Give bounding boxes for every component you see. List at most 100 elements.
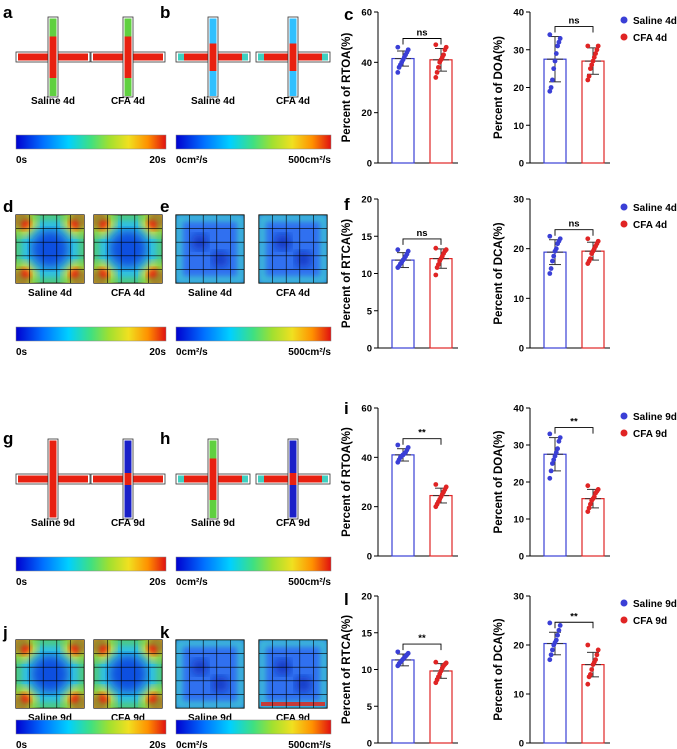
condition-label: Saline 4d [188,288,232,299]
edge-band [259,215,327,283]
y-tick-label: 40 [361,453,372,464]
data-point [550,647,555,653]
edge-band [16,640,84,708]
colorbar-max-label: 500cm²/s [288,347,331,358]
cold-center [30,654,70,694]
colorbar-min-label: 0cm²/s [176,155,208,166]
condition-label: CFA 9d [111,713,145,724]
data-point [589,62,595,68]
data-point [589,667,595,672]
y-tick-label: 20 [361,592,372,603]
data-point [556,39,562,45]
colorbar-max-label: 500cm²/s [288,577,331,588]
data-point [547,233,553,239]
y-tick-label: 30 [513,45,524,56]
panel-letter: f [344,195,350,214]
field-blobs [176,215,244,283]
y-axis-label: Percent of DCA(%) [493,618,505,720]
y-tick-label: 60 [361,8,372,19]
data-point [547,620,553,626]
colorbar-max-label: 20s [149,155,166,166]
data-point [585,77,591,83]
bar [429,258,453,349]
significance-bracket [402,38,442,45]
data-point [395,649,401,655]
panel-k: k Saline 9d CFA 9d 0cm²/s 500cm²/s [160,623,331,749]
data-point [593,657,598,663]
y-tick-label: 0 [519,344,524,355]
colorbar [15,719,167,735]
field-background [258,214,328,284]
data-point [405,445,411,450]
y-tick-label: 30 [513,592,524,603]
arm-end-cool [178,475,184,483]
legend-label: CFA 9d [633,616,667,627]
condition-label: CFA 4d [276,288,310,299]
condition-label: CFA 9d [276,518,310,529]
data-point [395,44,401,50]
panel-letter: d [3,197,13,216]
panel-d: d Saline 4d CFA 4d 0s 20s [3,197,167,358]
chart-l-left: l 0 5 10 15 20 Percent of RTCA(%) ** [341,590,458,749]
legend-marker [620,616,628,624]
colorbar-min-label: 0cm²/s [176,740,208,749]
colorbar-min-label: 0s [16,347,28,358]
panel-letter: l [344,590,349,609]
bar [391,57,415,164]
bar [429,59,453,164]
chart-i-right: 0 10 20 30 40 Percent of DOA(%) ** Saline 9d CFA… [493,404,677,563]
colorbar [15,326,167,342]
colorbar [175,134,332,150]
data-point [548,85,554,90]
data-point [595,487,601,492]
open-field-box [175,214,245,284]
data-point [585,642,591,648]
panel-letter: e [160,197,169,216]
closed-arm-fill [209,18,217,96]
panel-b: b Saline 4d CFA 4d 0cm²/s 500cm²/s [160,3,331,166]
legend-marker [620,220,628,228]
legend-marker [620,412,628,420]
condition-label: CFA 9d [276,713,310,724]
data-point [557,236,563,242]
condition-label: Saline 4d [28,288,72,299]
colorbar-min-label: 0s [16,740,28,749]
significance-label: ns [416,228,427,239]
colorbar [175,556,332,572]
y-tick-label: 10 [513,515,524,526]
closed-arm-top [49,18,57,37]
field-blobs [94,215,162,283]
data-point [595,43,601,49]
y-tick-label: 40 [361,58,372,69]
panel-letter: k [160,623,170,642]
closed-arm-top [289,18,297,44]
open-field-box [93,639,163,709]
edge-band [176,215,244,283]
chart-f-right: 0 10 20 30 Percent of DCA(%) ns Saline 4d CFA 4… [493,195,677,355]
panel-letter: h [160,429,170,448]
closed-arm-fill [289,18,297,96]
condition-label: CFA 4d [276,96,310,107]
closed-arm-bottom [209,71,217,96]
bar [581,60,605,164]
legend-marker [620,16,628,24]
significance-bracket [554,229,594,236]
significance-bracket [402,238,442,245]
y-tick-label: 20 [513,478,524,489]
panel-letter: b [160,3,170,22]
data-point [436,64,441,70]
legend-label: Saline 4d [633,16,677,27]
bar [391,259,415,349]
arm-end-cool [322,475,328,483]
significance-label: ** [570,417,578,428]
significance-bracket [554,427,594,434]
y-axis-label: Percent of RTOA(%) [341,427,353,537]
data-point [433,75,439,80]
significance-label: ns [568,219,579,230]
y-tick-label: 0 [519,159,524,170]
chart-i-left: i 0 20 40 60 Percent of RTOA(%) ** [341,399,458,563]
closed-arm-fill [124,18,132,96]
bar [391,659,415,744]
y-tick-label: 10 [361,665,372,676]
data-point [591,54,597,60]
